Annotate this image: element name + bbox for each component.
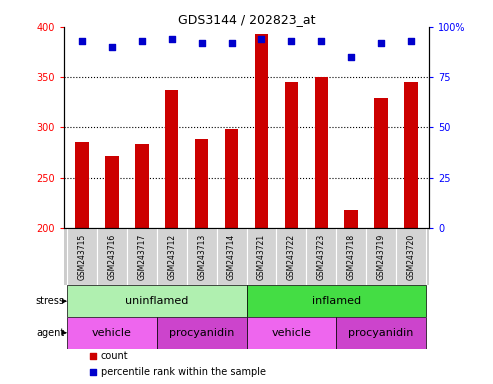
Bar [404, 82, 418, 228]
Title: GDS3144 / 202823_at: GDS3144 / 202823_at [178, 13, 315, 26]
Text: GSM243720: GSM243720 [406, 233, 416, 280]
Point [347, 54, 355, 60]
Bar [336, 228, 366, 285]
Point [317, 38, 325, 44]
Text: procyanidin: procyanidin [169, 328, 234, 338]
Bar [67, 317, 157, 349]
Bar [336, 317, 426, 349]
Point [377, 40, 385, 46]
Text: GSM243717: GSM243717 [138, 233, 146, 280]
Text: uninflamed: uninflamed [125, 296, 188, 306]
Text: percentile rank within the sample: percentile rank within the sample [101, 367, 266, 377]
Point [228, 40, 236, 46]
Text: stress: stress [35, 296, 65, 306]
Point [78, 38, 86, 44]
Point [407, 38, 415, 44]
Text: count: count [101, 351, 128, 361]
Text: GSM243719: GSM243719 [377, 233, 386, 280]
Bar [216, 228, 246, 285]
Bar [246, 317, 336, 349]
Bar [345, 210, 358, 228]
Text: GSM243718: GSM243718 [347, 233, 355, 280]
Bar [195, 139, 209, 228]
Text: GSM243716: GSM243716 [107, 233, 116, 280]
Bar [75, 142, 89, 228]
Text: inflamed: inflamed [312, 296, 361, 306]
Point [198, 40, 206, 46]
Text: vehicle: vehicle [92, 328, 132, 338]
Point [287, 38, 295, 44]
Bar [67, 228, 97, 285]
Bar [246, 228, 277, 285]
Bar [225, 129, 238, 228]
Bar [97, 228, 127, 285]
Point [89, 369, 97, 375]
Bar [127, 228, 157, 285]
Text: GSM243721: GSM243721 [257, 233, 266, 280]
Text: GSM243714: GSM243714 [227, 233, 236, 280]
Text: agent: agent [36, 328, 65, 338]
Bar [165, 90, 178, 228]
Bar [366, 228, 396, 285]
Point [138, 38, 146, 44]
Text: GSM243723: GSM243723 [317, 233, 326, 280]
Bar [67, 285, 246, 317]
Text: procyanidin: procyanidin [349, 328, 414, 338]
Bar [315, 77, 328, 228]
Bar [284, 82, 298, 228]
Text: GSM243712: GSM243712 [167, 233, 176, 280]
Bar [187, 228, 216, 285]
Text: GSM243713: GSM243713 [197, 233, 206, 280]
Bar [374, 98, 388, 228]
Bar [157, 317, 246, 349]
Bar [157, 228, 187, 285]
Text: GSM243722: GSM243722 [287, 233, 296, 280]
Bar [277, 228, 306, 285]
Bar [306, 228, 336, 285]
Point [89, 353, 97, 359]
Bar [135, 144, 148, 228]
Text: vehicle: vehicle [272, 328, 311, 338]
Point [108, 44, 116, 50]
Bar [255, 34, 268, 228]
Bar [396, 228, 426, 285]
Point [168, 36, 176, 42]
Bar [105, 156, 119, 228]
Point [257, 36, 265, 42]
Bar [246, 285, 426, 317]
Text: GSM243715: GSM243715 [77, 233, 87, 280]
